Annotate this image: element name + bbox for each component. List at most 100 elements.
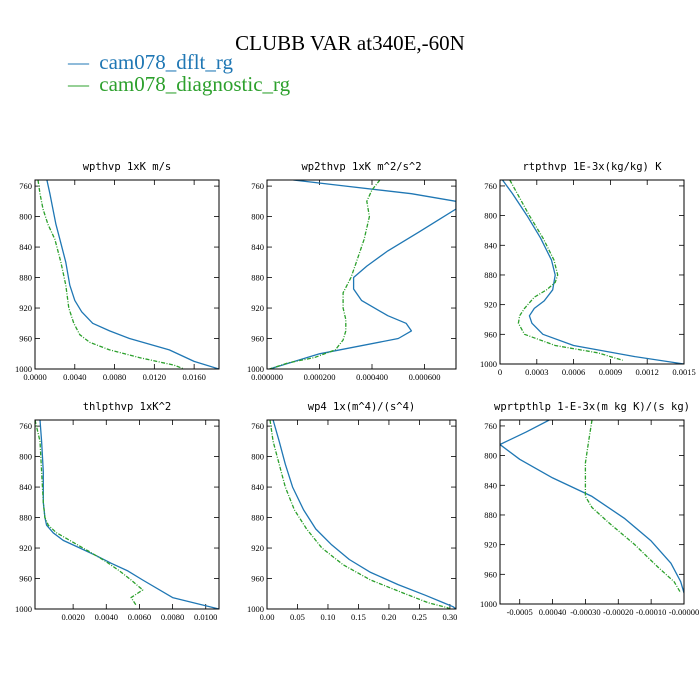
y-tick-label: 1000 [480, 599, 497, 609]
y-tick-label: 1000 [15, 364, 32, 374]
x-tick-label: 0 [498, 367, 502, 377]
y-tick-label: 760 [251, 181, 264, 191]
x-tick-label: 0.0080 [161, 612, 184, 622]
legend-dash-dflt: — [67, 50, 90, 74]
series-line-diagnostic [269, 420, 451, 609]
legend-entry-dflt: — cam078_dflt_rg [67, 50, 234, 74]
x-tick-label: 0.25 [412, 612, 427, 622]
x-tick-label: 0.00040 [539, 607, 567, 617]
x-tick-label: -0.00030 [570, 607, 600, 617]
panel-frame [34, 419, 220, 610]
x-tick-label: 0.30 [442, 612, 457, 622]
legend-dash-diagnostic: — [67, 72, 90, 96]
x-tick-label: 0.0003 [525, 367, 548, 377]
legend-label-diagnostic: cam078_diagnostic_rg [99, 72, 290, 96]
panel-6: wprtpthlp 1-E-3x(m kg K)/(s kg) 760 800 840… [480, 401, 699, 617]
y-tick-label: 920 [251, 303, 264, 313]
y-tick-label: 840 [19, 482, 32, 492]
panel-5: wp4 1x(m^4)/(s^4)76080084088092096010000… [247, 401, 457, 622]
y-tick-label: 880 [251, 273, 264, 283]
x-tick-label: -0.0005 [507, 607, 533, 617]
y-tick-label: 800 [484, 451, 497, 461]
x-tick-label: 0.15 [351, 612, 366, 622]
x-tick-label: -0.00000 [669, 607, 699, 617]
series-line-dflt [39, 420, 219, 609]
panel-frame [499, 419, 685, 605]
legend-label-dflt: cam078_dflt_rg [99, 50, 233, 74]
y-tick-label: 920 [251, 543, 264, 553]
y-tick-label: 840 [484, 480, 497, 490]
x-tick-label: 0.0015 [672, 367, 695, 377]
x-tick-label: 0.0000 [23, 372, 46, 382]
x-tick-label: 0.0040 [95, 612, 118, 622]
series-line-dflt [501, 180, 684, 364]
series-line-dflt [272, 420, 456, 609]
y-tick-label: 1000 [247, 364, 264, 374]
y-tick-label: 960 [19, 334, 32, 344]
series-line-dflt [500, 420, 684, 594]
x-tick-label: 0.0080 [103, 372, 126, 382]
y-tick-label: 760 [484, 421, 497, 431]
y-tick-label: 840 [251, 242, 264, 252]
y-tick-label: 880 [484, 270, 497, 280]
y-tick-label: 960 [251, 334, 264, 344]
x-tick-label: 0.20 [381, 612, 396, 622]
y-tick-label: 880 [484, 510, 497, 520]
y-tick-label: 800 [19, 452, 32, 462]
panel-title: wprtpthlp 1-E-3x(m kg K)/(s kg) [494, 401, 690, 413]
panel-title: thlpthvp 1xK^2 [83, 401, 172, 413]
y-tick-label: 760 [19, 181, 32, 191]
x-tick-label: 0.0012 [636, 367, 659, 377]
x-tick-label: -0.00020 [603, 607, 633, 617]
panel-grid: wpthvp 1xK m/s76080084088092096010000.00… [15, 161, 699, 622]
y-tick-label: 840 [484, 240, 497, 250]
x-tick-label: 0.000600 [409, 372, 441, 382]
y-tick-label: 920 [484, 540, 497, 550]
y-tick-label: 800 [484, 211, 497, 221]
y-tick-label: 760 [484, 181, 497, 191]
panel-title: rtpthvp 1E-3x(kg/kg) K [522, 161, 662, 173]
panel-1: wpthvp 1xK m/s76080084088092096010000.00… [15, 161, 220, 382]
y-tick-label: 880 [19, 513, 32, 523]
y-tick-label: 840 [251, 482, 264, 492]
panel-title: wp4 1x(m^4)/(s^4) [308, 401, 415, 413]
y-tick-label: 960 [19, 574, 32, 584]
y-tick-label: 760 [251, 421, 264, 431]
series-line-dflt [269, 180, 456, 369]
series-line-diagnostic [35, 420, 144, 606]
panel-frame [34, 179, 220, 370]
panel-title: wpthvp 1xK m/s [83, 161, 172, 173]
x-tick-label: 0.0006 [562, 367, 585, 377]
y-tick-label: 1000 [247, 604, 264, 614]
panel-frame [266, 419, 457, 610]
y-tick-label: 920 [19, 303, 32, 313]
y-tick-label: 920 [19, 543, 32, 553]
panel-3: rtpthvp 1E-3x(kg/kg) K 760 800 840 880 920 960… [480, 161, 696, 377]
series-line-dflt [46, 180, 219, 369]
y-tick-label: 1000 [15, 604, 32, 614]
x-tick-label: 0.000400 [356, 372, 388, 382]
y-tick-label: 840 [19, 242, 32, 252]
series-line-diagnostic [509, 180, 623, 361]
x-tick-label: 0.000200 [304, 372, 336, 382]
x-tick-label: 0.05 [290, 612, 305, 622]
x-tick-label: 0.000000 [251, 372, 283, 382]
x-tick-label: 0.0020 [61, 612, 84, 622]
x-tick-label: 0.0040 [63, 372, 86, 382]
series-line-diagnostic [37, 180, 185, 369]
y-tick-label: 880 [251, 513, 264, 523]
x-tick-label: 0.00 [260, 612, 275, 622]
x-tick-label: 0.0100 [194, 612, 217, 622]
panel-frame [499, 179, 685, 365]
y-tick-label: 800 [251, 452, 264, 462]
panel-frame [266, 179, 457, 370]
y-tick-label: 960 [484, 569, 497, 579]
series-line-diagnostic [584, 420, 682, 594]
y-tick-label: 880 [19, 273, 32, 283]
x-tick-label: 0.10 [321, 612, 336, 622]
y-tick-label: 960 [251, 574, 264, 584]
figure-title: CLUBB VAR at340E,-60N [235, 31, 465, 55]
legend-entry-diagnostic: — cam078_diagnostic_rg [67, 72, 291, 96]
y-tick-label: 920 [484, 300, 497, 310]
